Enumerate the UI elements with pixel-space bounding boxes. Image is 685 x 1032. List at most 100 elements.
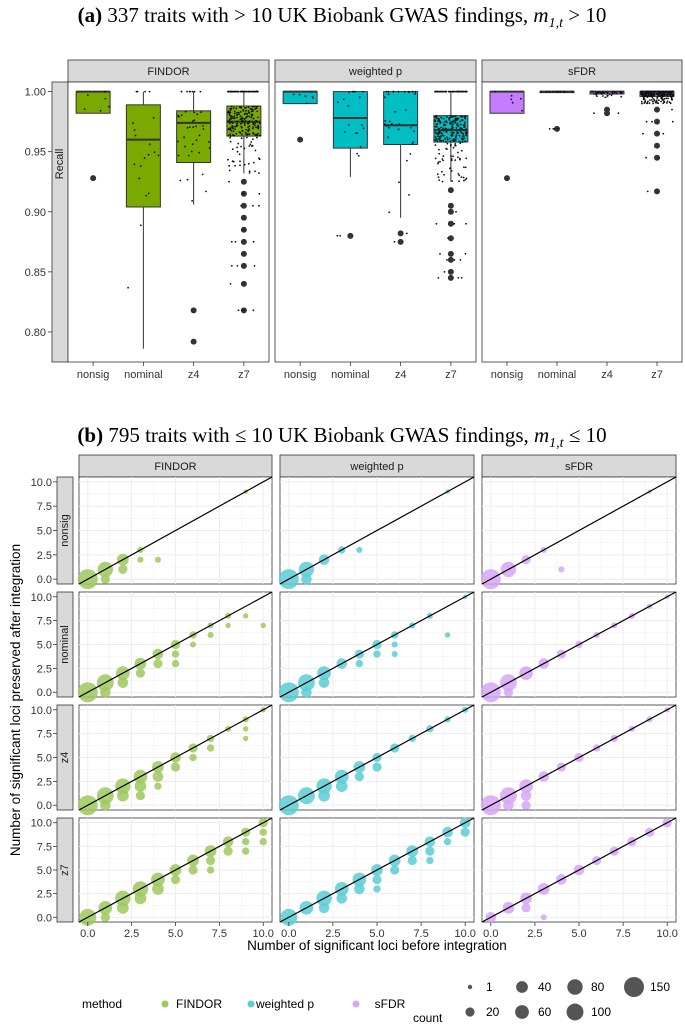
jitter-point bbox=[463, 179, 465, 182]
legend-count-swatch bbox=[516, 981, 528, 993]
panel-a-title: (a) 337 traits with > 10 UK Biobank GWAS… bbox=[78, 3, 607, 31]
jitter-point bbox=[259, 122, 261, 124]
count-point bbox=[152, 883, 164, 895]
jitter-point bbox=[235, 132, 238, 135]
count-point bbox=[521, 800, 531, 810]
jitter-point bbox=[434, 131, 437, 134]
jitter-point bbox=[157, 154, 160, 157]
count-point bbox=[206, 866, 215, 874]
jitter-point bbox=[408, 194, 410, 196]
outlier-point bbox=[240, 250, 247, 257]
jitter-point bbox=[658, 99, 660, 102]
x-tick-label: nonsig bbox=[77, 369, 109, 381]
outlier-point bbox=[347, 232, 354, 239]
jitter-point bbox=[465, 222, 467, 225]
jitter-point bbox=[449, 140, 452, 143]
jitter-point bbox=[388, 120, 391, 123]
jitter-point bbox=[252, 204, 254, 207]
count-point bbox=[520, 790, 532, 801]
x-tick-label: 10.0 bbox=[253, 928, 274, 940]
jitter-point bbox=[457, 125, 460, 127]
jitter-point bbox=[441, 134, 443, 137]
scatter-panel bbox=[77, 704, 273, 816]
jitter-point bbox=[413, 130, 415, 133]
jitter-point bbox=[452, 115, 455, 118]
jitter-point bbox=[465, 128, 467, 131]
outlier-point bbox=[654, 106, 660, 113]
count-point bbox=[336, 893, 348, 904]
jitter-point bbox=[87, 94, 89, 97]
jitter-point bbox=[464, 121, 466, 124]
jitter-point bbox=[235, 113, 238, 116]
jitter-point bbox=[188, 90, 191, 93]
jitter-point bbox=[139, 224, 142, 227]
jitter-point bbox=[348, 91, 350, 94]
jitter-point bbox=[230, 115, 233, 117]
jitter-point bbox=[439, 139, 441, 142]
jitter-point bbox=[446, 136, 448, 139]
jitter-point bbox=[183, 136, 186, 139]
jitter-point bbox=[616, 92, 618, 95]
jitter-point bbox=[248, 112, 251, 114]
jitter-point bbox=[237, 142, 240, 145]
jitter-point bbox=[447, 237, 449, 240]
jitter-point bbox=[178, 115, 180, 118]
jitter-point bbox=[436, 140, 438, 142]
jitter-point bbox=[439, 252, 441, 255]
jitter-point bbox=[672, 93, 674, 95]
y-tick-label: 2.5 bbox=[37, 550, 52, 562]
jitter-point bbox=[620, 92, 623, 95]
jitter-point bbox=[444, 127, 447, 130]
jitter-point bbox=[464, 252, 467, 255]
jitter-point bbox=[465, 157, 468, 160]
jitter-point bbox=[227, 134, 230, 137]
jitter-point bbox=[356, 132, 359, 135]
jitter-point bbox=[521, 109, 523, 112]
jitter-point bbox=[230, 105, 233, 108]
jitter-point bbox=[230, 265, 233, 267]
jitter-point bbox=[450, 143, 452, 146]
count-point bbox=[205, 855, 216, 866]
count-point bbox=[443, 837, 452, 846]
jitter-point bbox=[177, 154, 180, 157]
jitter-point bbox=[244, 107, 247, 109]
jitter-point bbox=[386, 125, 388, 127]
jitter-point bbox=[233, 107, 235, 109]
jitter-point bbox=[451, 125, 453, 128]
jitter-point bbox=[258, 172, 260, 175]
legend-count-title: count bbox=[413, 1011, 443, 1025]
jitter-point bbox=[361, 124, 363, 127]
jitter-point bbox=[464, 178, 467, 181]
jitter-point bbox=[359, 145, 362, 148]
jitter-point bbox=[245, 115, 248, 118]
jitter-point bbox=[406, 159, 408, 162]
jitter-point bbox=[449, 128, 452, 131]
jitter-point bbox=[202, 125, 204, 127]
count-point bbox=[189, 641, 197, 648]
reference-line bbox=[78, 476, 273, 585]
jitter-point bbox=[459, 120, 461, 123]
jitter-point bbox=[650, 95, 652, 98]
jitter-point bbox=[443, 135, 445, 137]
jitter-point bbox=[437, 138, 440, 140]
jitter-point bbox=[642, 132, 644, 135]
count-point bbox=[116, 789, 129, 802]
jitter-point bbox=[384, 120, 387, 122]
jitter-point bbox=[238, 106, 241, 108]
jitter-point bbox=[434, 139, 437, 142]
jitter-point bbox=[454, 144, 457, 147]
jitter-point bbox=[593, 112, 595, 115]
jitter-point bbox=[649, 92, 652, 95]
jitter-point bbox=[439, 135, 442, 138]
jitter-point bbox=[132, 122, 134, 125]
jitter-point bbox=[247, 126, 250, 129]
jitter-point bbox=[653, 92, 655, 95]
jitter-point bbox=[642, 90, 645, 93]
x-tick-label: 5.0 bbox=[168, 928, 183, 940]
legend-count-swatch bbox=[624, 977, 644, 997]
jitter-point bbox=[245, 109, 247, 112]
jitter-point bbox=[241, 90, 244, 93]
count-point bbox=[503, 799, 514, 811]
jitter-point bbox=[602, 95, 604, 97]
jitter-point bbox=[461, 135, 464, 138]
